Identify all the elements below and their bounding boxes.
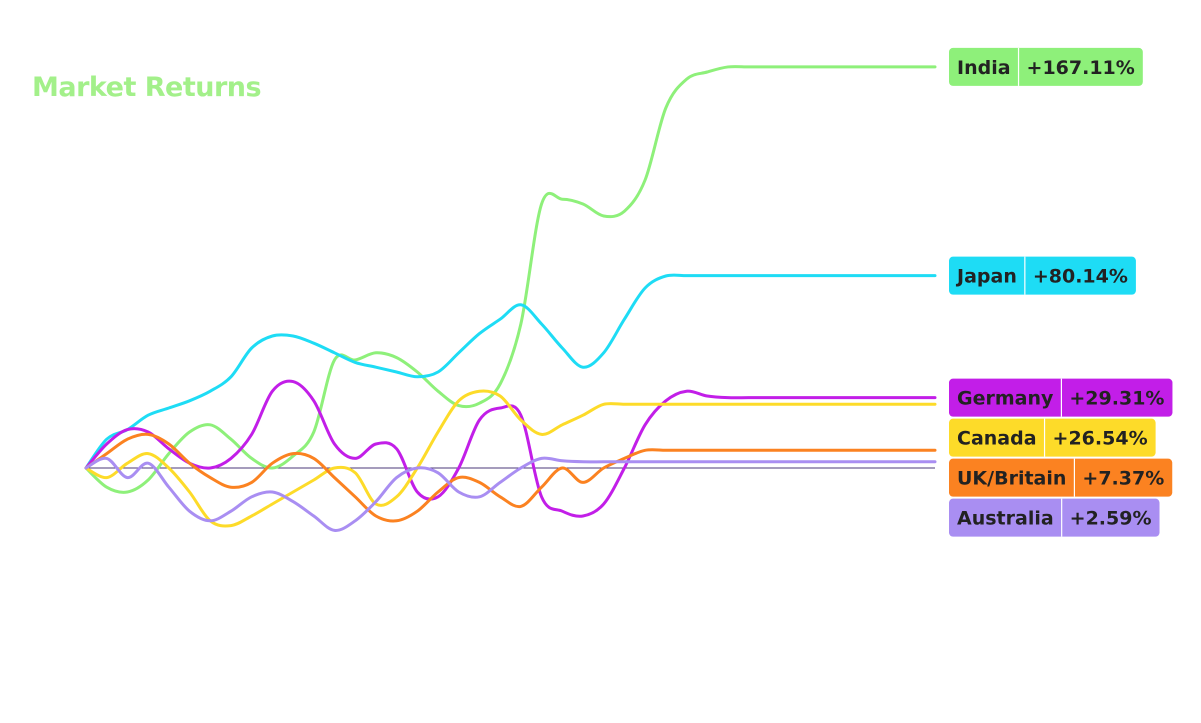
chart-title: Market Returns [32, 72, 262, 103]
series-line-uk-britain [84, 432, 937, 523]
series-value-label: +26.54% [1053, 428, 1148, 450]
series-tag-background [949, 418, 1156, 457]
series-name-label: India [957, 57, 1011, 79]
series-line-canada [84, 389, 937, 528]
series-tag-background [949, 47, 1143, 86]
series-value-label: +7.37% [1082, 468, 1164, 490]
series-name-label: Australia [957, 508, 1054, 530]
series-name-label: Germany [957, 388, 1054, 410]
series-value-label: +167.11% [1027, 57, 1135, 79]
series-tag-background [949, 378, 1173, 417]
series-line-australia [84, 456, 937, 532]
series-value-label: +2.59% [1070, 508, 1152, 530]
series-line-japan [84, 273, 937, 470]
series-line-india [84, 65, 937, 494]
series-tag-australia: Australia +2.59% [949, 498, 1160, 537]
series-value-label: +80.14% [1033, 266, 1128, 288]
series-tag-background [949, 256, 1136, 295]
series-tag-canada: Canada +26.54% [949, 418, 1156, 457]
series-tag-background [949, 458, 1173, 497]
series-value-label: +29.31% [1069, 388, 1164, 410]
series-tag-india: India +167.11% [949, 47, 1143, 86]
series-name-label: UK/Britain [957, 468, 1066, 490]
series-tag-japan: Japan +80.14% [949, 256, 1136, 295]
series-name-label: Canada [957, 428, 1037, 450]
series-line-germany [84, 379, 937, 518]
series-name-label: Japan [955, 266, 1017, 288]
series-tag-uk-britain: UK/Britain +7.37% [949, 458, 1173, 497]
series-tag-background [949, 498, 1160, 537]
series-tag-germany: Germany +29.31% [949, 378, 1173, 417]
